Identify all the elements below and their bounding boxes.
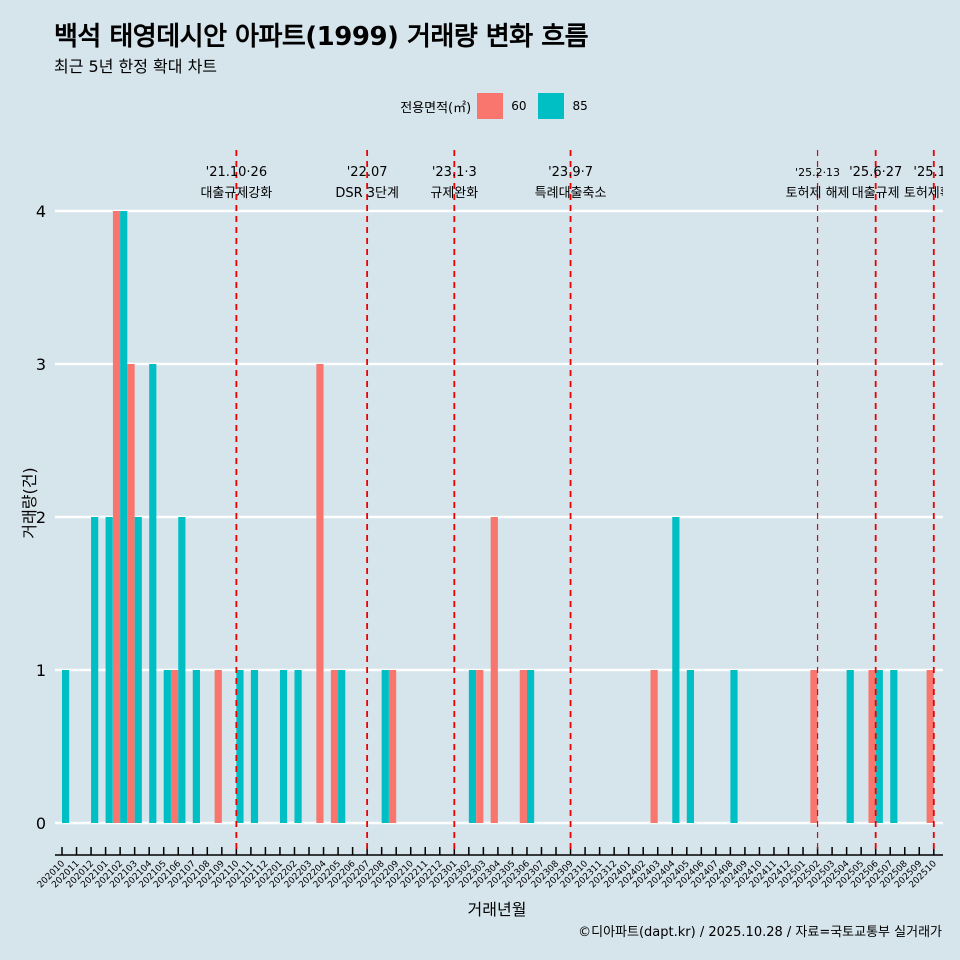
event-label: 대출규제 <box>852 186 900 201</box>
bar-85-202208 <box>381 670 389 823</box>
bar-85-202103 <box>134 517 142 823</box>
bar-85-202104 <box>149 364 157 823</box>
bar-60-202103 <box>127 364 135 823</box>
y-tick-label: 0 <box>36 814 46 833</box>
event-label: 특례대출축소 <box>535 186 607 201</box>
bar-85-202012 <box>91 517 99 823</box>
y-axis-title: 거래량(건) <box>20 467 39 538</box>
bar-60-202102 <box>112 211 121 823</box>
bar-60-202306 <box>519 670 527 823</box>
bar-85-202201 <box>279 670 288 823</box>
bar-85-202404 <box>672 517 680 823</box>
bar-60-202510 <box>926 670 934 823</box>
bar-85-202507 <box>890 670 898 823</box>
chart-title: 백석 태영데시안 아파트(1999) 거래량 변화 흐름 <box>54 22 589 52</box>
legend-label-85: 85 <box>572 99 588 113</box>
bar-85-202405 <box>686 670 694 823</box>
chart-subtitle: 최근 5년 한정 확대 차트 <box>54 57 218 76</box>
bar-60-202502 <box>810 670 818 823</box>
bar-85-202302 <box>468 670 477 823</box>
bar-85-202408 <box>730 670 738 823</box>
bar-85-202202 <box>294 670 302 823</box>
bar-60-202205 <box>330 670 339 823</box>
event-date: '23.1·3 <box>432 165 477 180</box>
bar-85-202111 <box>250 670 259 823</box>
legend-swatch-60 <box>477 93 504 119</box>
y-tick-label: 4 <box>36 202 46 221</box>
bar-60-202106 <box>171 670 179 823</box>
bar-85-202010 <box>62 670 70 823</box>
bar-85-202110 <box>236 670 244 823</box>
bar-60-202109 <box>214 670 222 823</box>
y-tick-label: 2 <box>36 508 46 527</box>
event-label: 토허제확대 <box>904 186 960 201</box>
bar-85-202106 <box>178 517 186 823</box>
bar-85-202506 <box>875 670 883 823</box>
bar-85-202102 <box>120 211 128 823</box>
bar-60-202304 <box>490 517 498 823</box>
bar-85-202306 <box>526 670 535 823</box>
event-date: '25.2·13 <box>795 166 840 179</box>
event-date: '23.9·7 <box>548 165 593 180</box>
event-date: '22.07 <box>347 165 388 180</box>
legend-swatch-85 <box>538 93 565 119</box>
x-axis-title: 거래년월 <box>468 900 527 919</box>
event-date: '25.10 <box>913 165 954 180</box>
bar-60-202209 <box>388 670 397 823</box>
legend: 전용면적(㎡) 60 85 <box>0 93 960 119</box>
event-label: 토허제 해제 <box>786 186 850 201</box>
legend-label-60: 60 <box>511 99 527 113</box>
legend-title: 전용면적(㎡) <box>400 100 472 116</box>
bar-85-202205 <box>338 670 346 823</box>
bar-85-202504 <box>846 670 854 823</box>
event-date: '21.10·26 <box>206 165 267 180</box>
y-tick-label: 1 <box>36 661 46 680</box>
bar-60-202303 <box>476 670 484 823</box>
bar-60-202403 <box>650 670 658 823</box>
bar-85-202107 <box>192 670 200 823</box>
event-label: DSR 3단계 <box>335 186 399 201</box>
y-tick-label: 3 <box>36 355 46 374</box>
event-date: '25.6·27 <box>849 165 902 180</box>
caption: ©디아파트(dapt.kr) / 2025.10.28 / 자료=국토교통부 실… <box>578 925 942 940</box>
bar-60-202204 <box>316 364 324 823</box>
event-layer: '21.10·26 대출규제강화 '22.07 DSR 3단계 '23.1·3 규제완화 '… <box>200 150 960 850</box>
event-label: 규제완화 <box>430 186 478 201</box>
event-label: 대출규제강화 <box>200 186 272 201</box>
bar-85-202105 <box>163 670 171 823</box>
bar-85-202101 <box>105 517 113 823</box>
bar-60-202506 <box>868 670 876 823</box>
